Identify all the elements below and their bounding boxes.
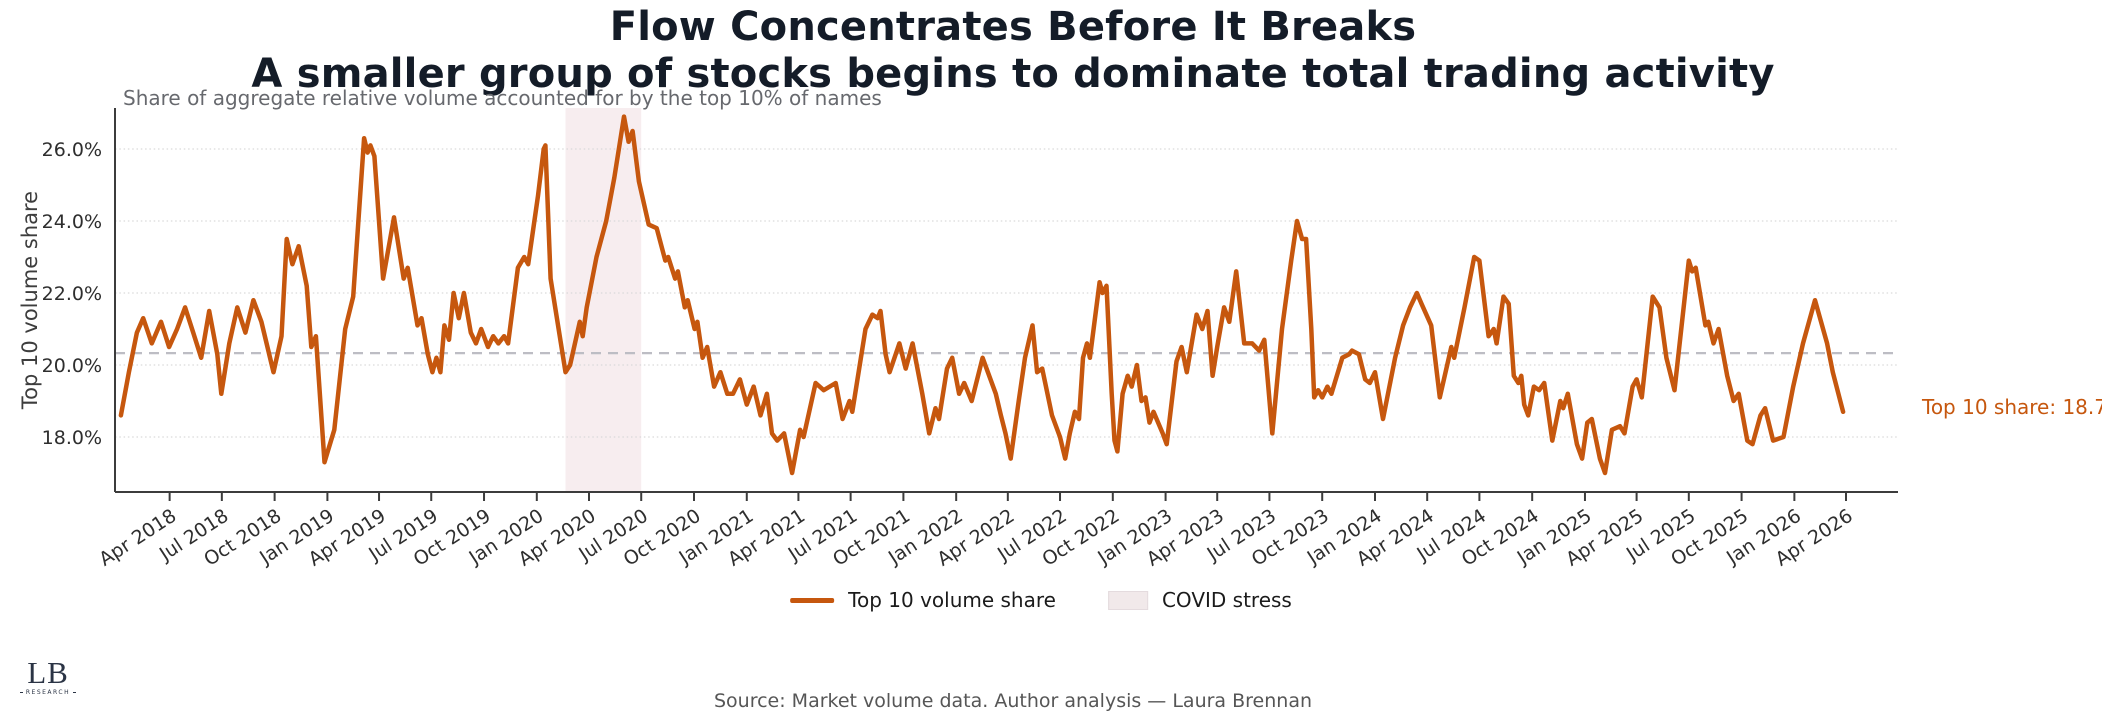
lb-logo-text: LB bbox=[27, 655, 69, 690]
legend-item-covid-stress: COVID stress bbox=[1107, 588, 1292, 612]
chart-title: Flow Concentrates Before It Breaks bbox=[609, 4, 1417, 50]
lb-logo-sub-text: RESEARCH bbox=[25, 689, 71, 696]
logo-dash-left bbox=[20, 692, 23, 693]
methodology-note: Share of aggregate relative volume accou… bbox=[123, 86, 882, 110]
y-tick-label: 18.0% bbox=[42, 427, 102, 449]
source-line: Source: Market volume data. Author analy… bbox=[713, 690, 1313, 712]
legend-label: COVID stress bbox=[1161, 588, 1292, 612]
chart-subtitle: A smaller group of stocks begins to domi… bbox=[251, 51, 1775, 97]
y-tick-label: 24.0% bbox=[42, 211, 102, 233]
top10-volume-share-line bbox=[118, 114, 1846, 476]
y-tick-label: 22.0% bbox=[42, 283, 102, 305]
covid-stress-band bbox=[565, 108, 642, 492]
lb-logo-subtitle: RESEARCH bbox=[20, 689, 76, 696]
legend: Top 10 volume share COVID stress bbox=[790, 588, 1292, 612]
last-value-annotation: Top 10 share: 18.7% bbox=[1922, 395, 2102, 419]
lb-logo: LB RESEARCH bbox=[20, 655, 76, 696]
legend-label: Top 10 volume share bbox=[848, 588, 1056, 612]
chart-titles: Flow Concentrates Before It Breaks A sma… bbox=[0, 4, 2026, 98]
legend-patch-swatch-icon bbox=[1107, 590, 1148, 610]
y-tick-label: 20.0% bbox=[42, 355, 102, 377]
logo-dash-right bbox=[73, 692, 76, 693]
legend-line-swatch-icon bbox=[790, 597, 835, 603]
legend-item-top10-share: Top 10 volume share bbox=[790, 588, 1056, 612]
y-tick-label: 26.0% bbox=[42, 139, 102, 161]
